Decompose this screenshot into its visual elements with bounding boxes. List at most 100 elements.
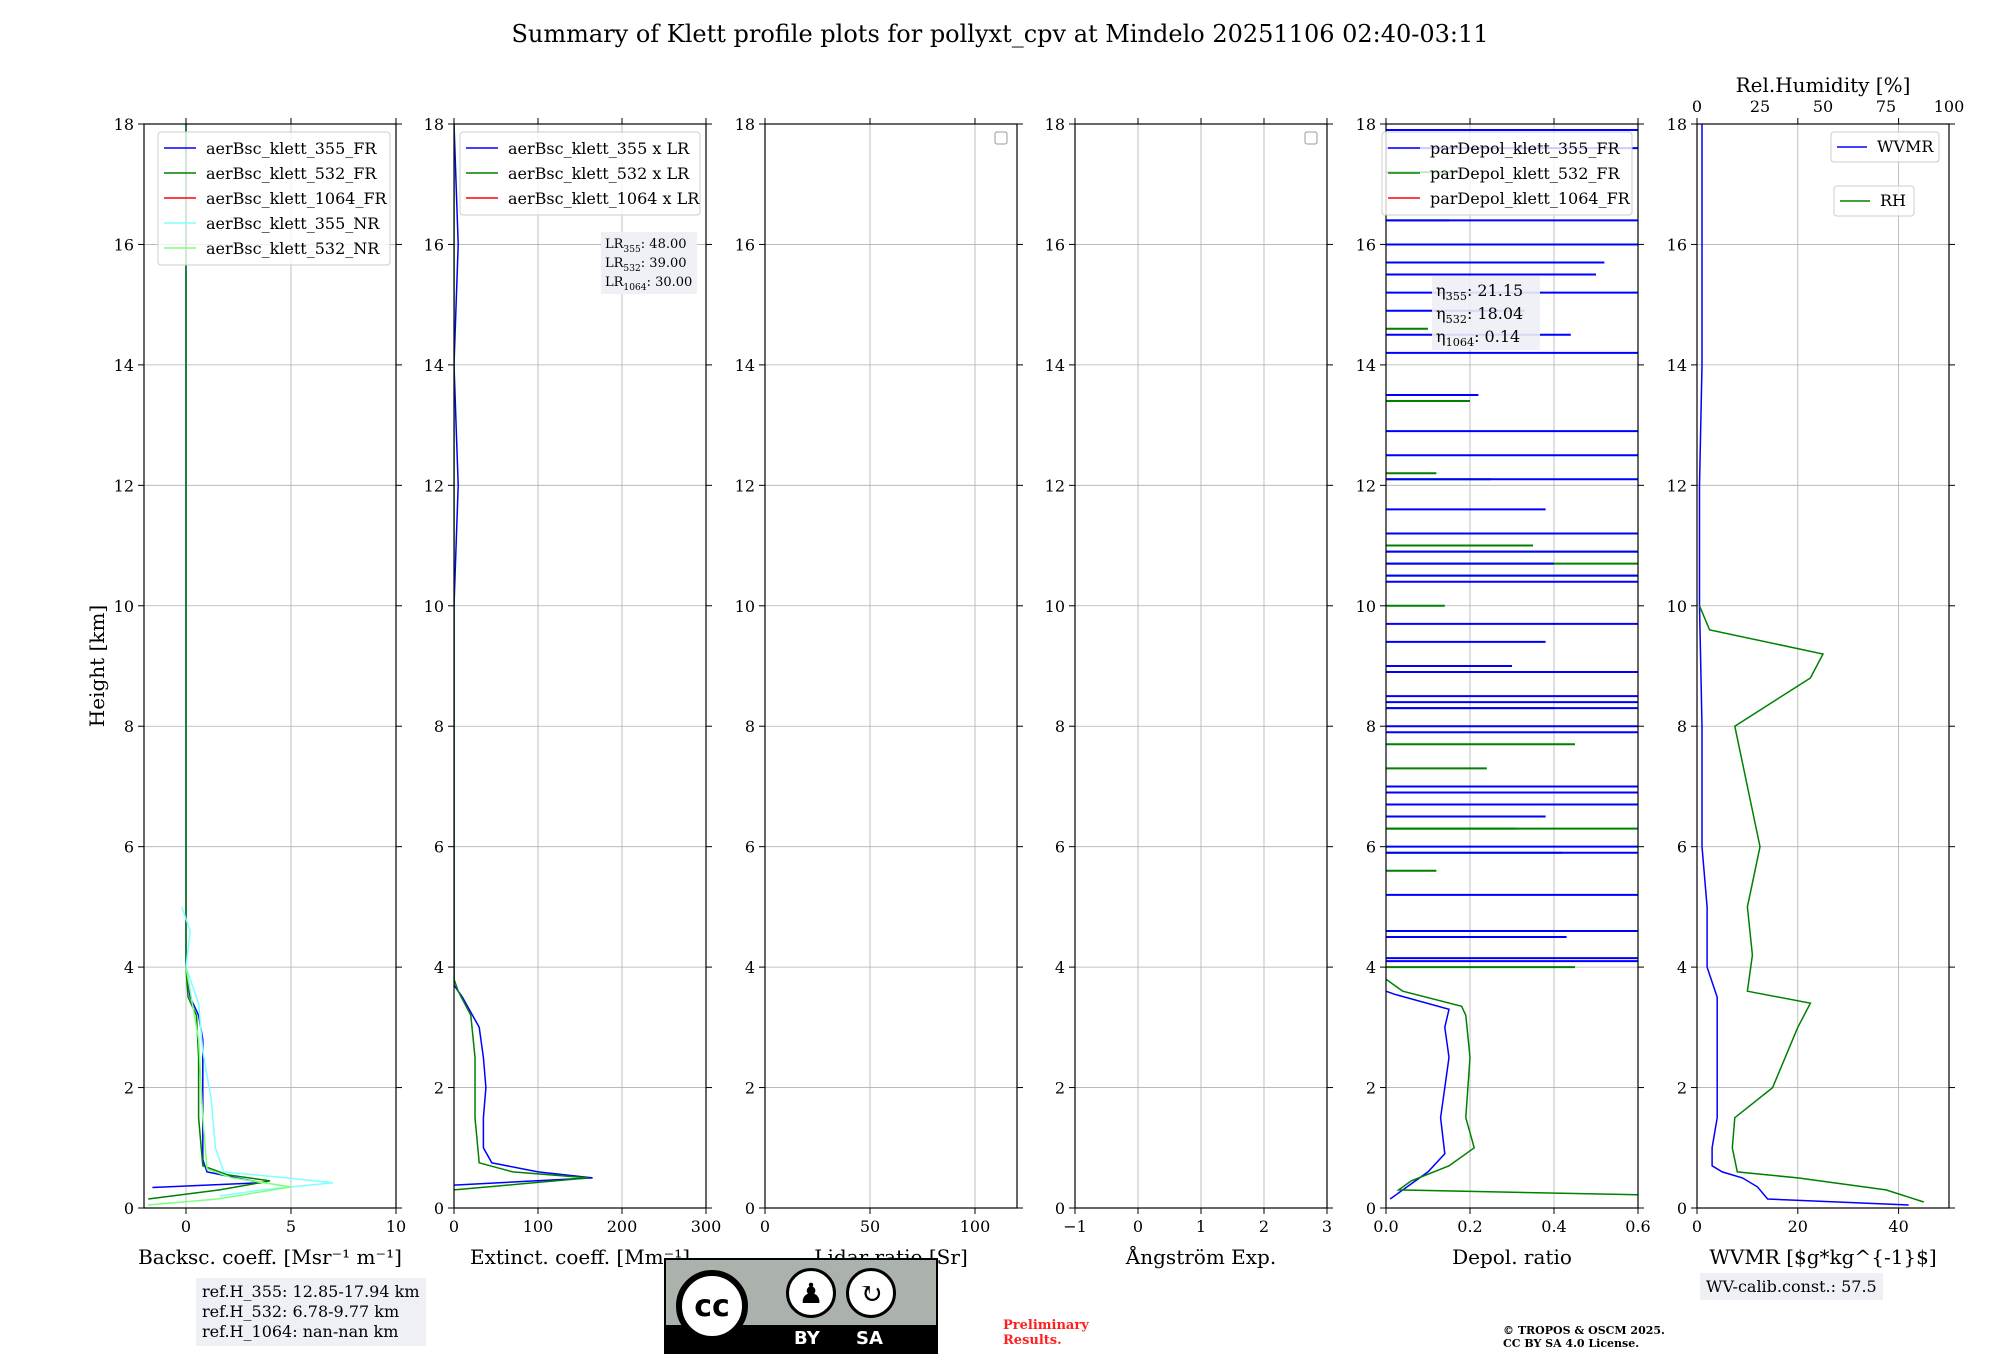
cc-sa-label: SA	[856, 1328, 883, 1349]
top-tick-label: 75	[1876, 97, 1896, 116]
y-tick-label: 2	[745, 1079, 755, 1098]
x-axis-label: Ångström Exp.	[1125, 1244, 1276, 1269]
y-tick-label: 0	[1366, 1199, 1376, 1218]
x-tick-label: −1	[1063, 1217, 1087, 1236]
reference-height-box: ref.H_355: 12.85-17.94 km ref.H_532: 6.7…	[196, 1278, 426, 1346]
legend-box	[459, 131, 701, 216]
y-tick-label: 12	[424, 476, 444, 495]
y-tick-label: 0	[1677, 1199, 1687, 1218]
legend-label: parDepol_klett_532_FR	[1430, 164, 1621, 183]
legend-label: aerBsc_klett_355_NR	[206, 214, 380, 233]
panel-depolarization: 0.0 0.2 0.4 0.6 0 2 4 6 8 10 12 14 16 18 Depol. ratio p…	[1356, 115, 1651, 1269]
series-group	[1698, 124, 1925, 1206]
y-tick-label: 2	[124, 1079, 134, 1098]
y-tick-label: 4	[745, 958, 755, 977]
y-tick-label: 18	[1356, 115, 1376, 134]
series-line-aerBsc_klett_355 x LR	[454, 124, 593, 1186]
y-tick-label: 8	[1677, 717, 1687, 736]
y-tick-label: 16	[1667, 235, 1687, 254]
y-tick-label: 10	[1045, 597, 1065, 616]
y-tick-label: 4	[434, 958, 444, 977]
legend-box-wvmr	[1830, 131, 1940, 163]
x-tick-label: 2	[1259, 1217, 1269, 1236]
y-tick-label: 10	[1667, 597, 1687, 616]
legend-label: WVMR	[1877, 137, 1934, 156]
series-line-aerBsc_klett_532 x LR	[454, 124, 589, 1191]
legend-box	[157, 131, 391, 266]
legend-label: parDepol_klett_355_FR	[1430, 139, 1621, 158]
eta-value: η1064: 0.14	[1436, 327, 1520, 349]
legend-label: aerBsc_klett_355 x LR	[508, 139, 690, 158]
panel-wvmr-rh: 0 20 40 0 2 4 6 8 10 12 14 16 18 WVMR [$g*kg^{-1}$] 0 2…	[1667, 73, 1965, 1269]
y-tick-label: 0	[124, 1199, 134, 1218]
series-line-parDepol_klett_532_FR	[1386, 978, 1638, 1196]
y-tick-label: 4	[1366, 958, 1376, 977]
y-tick-label: 18	[1045, 115, 1065, 134]
axes-frame	[453, 123, 707, 1209]
x-tick-label: 0	[760, 1217, 770, 1236]
axes-frame	[764, 123, 1018, 1209]
y-tick-label: 8	[434, 717, 444, 736]
x-axis-label: WVMR [$g*kg^{-1}$]	[1709, 1245, 1936, 1269]
x-tick-label: 100	[960, 1217, 991, 1236]
top-tick-label: 25	[1750, 97, 1770, 116]
cc-license-badge: cc ♟ ↻ BY SA	[664, 1258, 938, 1354]
share-alike-icon: ↻	[846, 1268, 896, 1318]
x-tick-label: 40	[1888, 1217, 1908, 1236]
x-tick-label: 0	[1692, 1217, 1702, 1236]
cc-by-label: BY	[794, 1328, 820, 1349]
top-tick-label: 0	[1692, 97, 1702, 116]
preliminary-line-2: Results.	[1003, 1333, 1062, 1348]
cc-logo-icon: cc	[676, 1270, 748, 1342]
y-tick-label: 2	[1677, 1079, 1687, 1098]
ref-height-532: ref.H_532: 6.78-9.77 km	[202, 1302, 400, 1321]
y-tick-label: 10	[114, 597, 134, 616]
y-tick-label: 8	[745, 717, 755, 736]
panel-backscatter: 0 5 10 0 2 4 6 8 10 12 14 16 18 Backsc. coeff. [Msr⁻¹…	[85, 115, 406, 1269]
y-tick-label: 16	[735, 235, 755, 254]
y-tick-label: 10	[424, 597, 444, 616]
y-tick-label: 16	[1045, 235, 1065, 254]
eta-value: η532: 18.04	[1436, 304, 1523, 326]
y-tick-label: 12	[1045, 476, 1065, 495]
y-tick-label: 4	[124, 958, 134, 977]
legend-empty-box	[1304, 131, 1318, 145]
series-line-aerBsc_klett_532_FR	[148, 124, 271, 1200]
series-group	[454, 124, 593, 1191]
preliminary-note: Preliminary Results.	[1003, 1318, 1123, 1348]
lr-box	[601, 232, 697, 294]
y-tick-label: 8	[124, 717, 134, 736]
legend-label: aerBsc_klett_1064_FR	[206, 189, 388, 208]
y-tick-label: 10	[735, 597, 755, 616]
lr-value: LR532: 39.00	[605, 256, 687, 274]
y-tick-label: 16	[114, 235, 134, 254]
x-tick-label: 0.0	[1373, 1217, 1398, 1236]
y-tick-label: 6	[745, 838, 755, 857]
series-line-aerBsc_klett_355_NR	[181, 906, 334, 1197]
legend-label: aerBsc_klett_1064 x LR	[508, 189, 700, 208]
x-axis-label: Depol. ratio	[1452, 1245, 1572, 1269]
x-tick-label: 0.6	[1625, 1217, 1650, 1236]
x-tick-label: 20	[1788, 1217, 1808, 1236]
top-tick-label: 50	[1813, 97, 1833, 116]
y-tick-label: 4	[1677, 958, 1687, 977]
x-tick-label: 1	[1196, 1217, 1206, 1236]
axes-frame	[1385, 123, 1639, 1209]
series-line-aerBsc_klett_355_FR	[152, 124, 262, 1189]
copyright-line-2: CC BY SA 4.0 License.	[1503, 1337, 1640, 1350]
x-tick-label: 50	[860, 1217, 880, 1236]
y-tick-label: 14	[1667, 356, 1687, 375]
legend-label: aerBsc_klett_532_FR	[206, 164, 377, 183]
y-tick-label: 14	[1045, 356, 1065, 375]
legend-label: aerBsc_klett_355_FR	[206, 139, 377, 158]
legend-label: aerBsc_klett_532 x LR	[508, 164, 690, 183]
copyright-note: © TROPOS & OSCM 2025. CC BY SA 4.0 Licen…	[1503, 1324, 1743, 1350]
copyright-line-1: © TROPOS & OSCM 2025.	[1503, 1324, 1665, 1337]
y-tick-label: 0	[434, 1199, 444, 1218]
y-tick-label: 6	[1055, 838, 1065, 857]
y-tick-label: 14	[114, 356, 134, 375]
y-tick-label: 2	[1366, 1079, 1376, 1098]
y-tick-label: 18	[735, 115, 755, 134]
figure-title: Summary of Klett profile plots for polly…	[511, 20, 1489, 48]
